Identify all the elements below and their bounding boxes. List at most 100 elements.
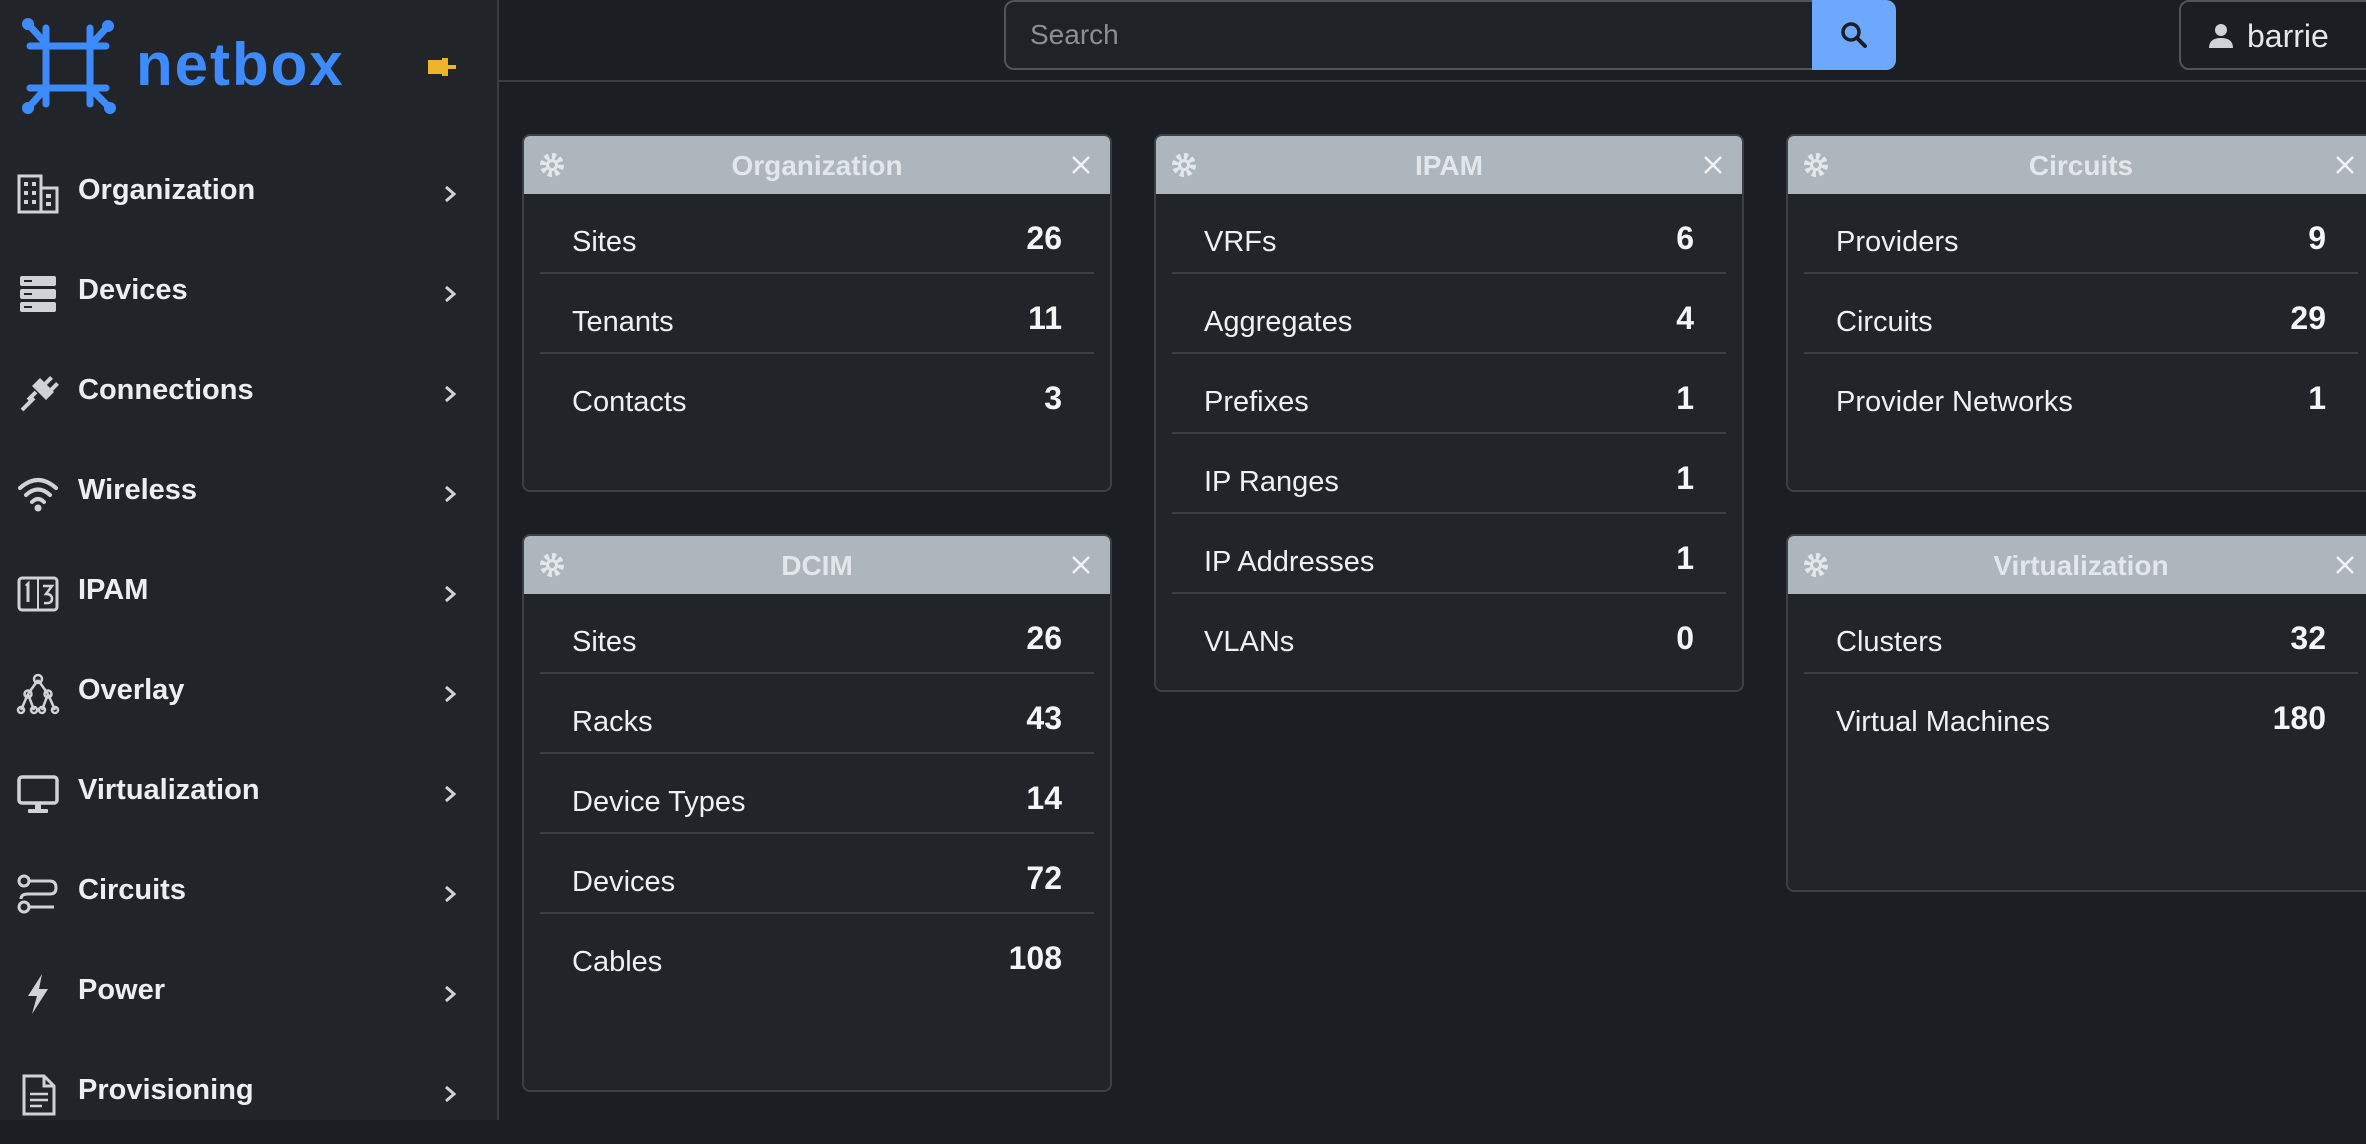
- row-count: 1: [1676, 380, 1694, 416]
- row-count: 6: [1676, 220, 1694, 256]
- sidebar-item-label: Organization: [78, 174, 256, 206]
- row-count: 1: [1676, 460, 1694, 496]
- row-label: Tenants: [572, 306, 674, 338]
- list-item[interactable]: Sites 26: [540, 594, 1094, 674]
- row-count: 43: [1026, 700, 1062, 736]
- sidebar-item-virtualization[interactable]: Virtualization: [0, 744, 497, 844]
- chevron-right-icon: [445, 985, 457, 1003]
- sidebar-item-wireless[interactable]: Wireless: [0, 444, 497, 544]
- row-label: Devices: [572, 866, 676, 898]
- sidebar-item-organization[interactable]: Organization: [0, 144, 497, 244]
- row-count: 1: [1676, 540, 1694, 576]
- widget-title: Virtualization: [1993, 550, 2169, 581]
- gear-icon[interactable]: [1802, 151, 1830, 179]
- row-count: 1: [2308, 380, 2326, 416]
- chevron-right-icon: [445, 385, 457, 403]
- sidebar-item-circuits[interactable]: Circuits: [0, 844, 497, 944]
- row-label: VRFs: [1204, 226, 1277, 258]
- row-count: 26: [1026, 620, 1062, 656]
- row-count: 0: [1676, 620, 1694, 656]
- row-label: VLANs: [1204, 626, 1295, 658]
- search-icon: [1841, 22, 1867, 48]
- list-item[interactable]: Providers 9: [1804, 194, 2358, 274]
- sidebar: netbox Organization Devices Connections: [0, 0, 499, 1120]
- row-label: Sites: [572, 626, 637, 658]
- close-icon[interactable]: [1070, 154, 1092, 176]
- user-menu-button[interactable]: barrie: [2179, 0, 2366, 70]
- gear-icon[interactable]: [1170, 151, 1198, 179]
- widget-title: DCIM: [781, 550, 853, 581]
- row-label: Prefixes: [1204, 386, 1309, 418]
- list-item[interactable]: Aggregates 4: [1172, 274, 1726, 354]
- sidebar-item-overlay[interactable]: Overlay: [0, 644, 497, 744]
- ipam-icon: [17, 576, 59, 612]
- gear-icon[interactable]: [538, 551, 566, 579]
- list-item[interactable]: Virtual Machines 180: [1804, 674, 2358, 754]
- brand[interactable]: netbox: [18, 16, 488, 116]
- row-label: Providers: [1836, 226, 1959, 258]
- list-item[interactable]: IP Ranges 1: [1172, 434, 1726, 514]
- brand-name: netbox: [136, 31, 345, 98]
- building-icon: [17, 174, 59, 214]
- row-label: Virtual Machines: [1836, 706, 2050, 738]
- row-count: 11: [1028, 300, 1062, 336]
- sidebar-item-connections[interactable]: Connections: [0, 344, 497, 444]
- sidebar-item-devices[interactable]: Devices: [0, 244, 497, 344]
- row-count: 72: [1026, 860, 1062, 896]
- overlay-icon: [16, 673, 60, 715]
- close-icon[interactable]: [2334, 554, 2356, 576]
- sidebar-item-ipam[interactable]: IPAM: [0, 544, 497, 644]
- sidebar-item-label: Overlay: [78, 674, 185, 706]
- plug-icon: [20, 376, 59, 412]
- chevron-right-icon: [445, 885, 457, 903]
- sidebar-item-power[interactable]: Power: [0, 944, 497, 1044]
- topbar: barrie: [499, 0, 2366, 82]
- list-item[interactable]: Sites 26: [540, 194, 1094, 274]
- row-label: Circuits: [1836, 306, 1933, 338]
- close-icon[interactable]: [1702, 154, 1724, 176]
- list-item[interactable]: Racks 43: [540, 674, 1094, 754]
- list-item[interactable]: Tenants 11: [540, 274, 1094, 354]
- widget-title: Organization: [731, 150, 903, 181]
- widget-title: Circuits: [2028, 150, 2134, 181]
- row-count: 32: [2290, 620, 2326, 656]
- list-item[interactable]: Circuits 29: [1804, 274, 2358, 354]
- chevron-right-icon: [445, 585, 457, 603]
- list-item[interactable]: Clusters 32: [1804, 594, 2358, 674]
- row-label: Contacts: [572, 386, 687, 418]
- list-item[interactable]: Devices 72: [540, 834, 1094, 914]
- search-input[interactable]: [1004, 0, 1812, 70]
- search-button[interactable]: [1812, 0, 1896, 70]
- virtualization-widget: Virtualization Clusters 32 Virtual Machi…: [1786, 534, 2366, 892]
- close-icon[interactable]: [1070, 554, 1092, 576]
- pin-icon[interactable]: [422, 52, 458, 82]
- close-icon[interactable]: [2334, 154, 2356, 176]
- sidebar-item-provisioning[interactable]: Provisioning: [0, 1044, 497, 1144]
- server-icon: [20, 276, 56, 312]
- row-count: 26: [1026, 220, 1062, 256]
- chevron-right-icon: [445, 185, 457, 203]
- list-item[interactable]: VRFs 6: [1172, 194, 1726, 274]
- list-item[interactable]: Provider Networks 1: [1804, 354, 2358, 434]
- sidebar-item-label: Provisioning: [78, 1074, 254, 1106]
- row-label: Sites: [572, 226, 637, 258]
- row-label: IP Ranges: [1204, 466, 1339, 498]
- row-label: Cables: [572, 946, 663, 978]
- list-item[interactable]: VLANs 0: [1172, 594, 1726, 674]
- list-item[interactable]: IP Addresses 1: [1172, 514, 1726, 594]
- row-label: Device Types: [572, 786, 746, 818]
- gear-icon[interactable]: [538, 151, 566, 179]
- list-item[interactable]: Cables 108: [540, 914, 1094, 994]
- sidebar-item-label: IPAM: [78, 574, 149, 606]
- gear-icon[interactable]: [1802, 551, 1830, 579]
- list-item[interactable]: Device Types 14: [540, 754, 1094, 834]
- list-item[interactable]: Prefixes 1: [1172, 354, 1726, 434]
- circuits-widget: Circuits Providers 9 Circuits 29 Provide…: [1786, 134, 2366, 492]
- ipam-widget: IPAM VRFs 6 Aggregates 4 Prefixes 1 IP R…: [1154, 134, 1744, 692]
- monitor-icon: [17, 775, 59, 813]
- sidebar-item-label: Power: [78, 974, 166, 1006]
- wifi-icon: [18, 478, 58, 512]
- list-item[interactable]: Contacts 3: [540, 354, 1094, 434]
- chevron-right-icon: [445, 1085, 457, 1103]
- sidebar-item-label: Virtualization: [78, 774, 260, 806]
